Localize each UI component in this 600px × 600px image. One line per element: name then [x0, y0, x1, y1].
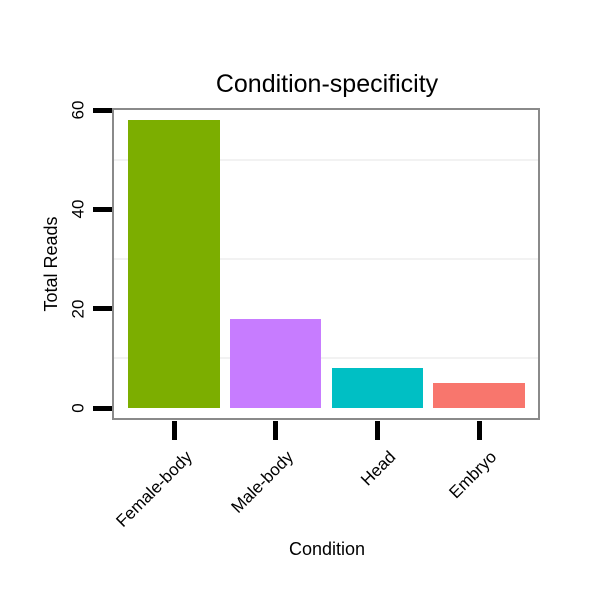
x-axis-title: Condition [288, 539, 366, 559]
minor-gridline [114, 357, 538, 360]
bar-female-body [128, 119, 220, 408]
y-tick-label: 60 [68, 100, 88, 120]
y-tick-label: 40 [68, 199, 88, 219]
y-axis-tick [93, 107, 112, 113]
x-tick-label: Male-body [227, 447, 298, 517]
y-axis-tick [93, 206, 112, 212]
bar-head [331, 368, 424, 408]
x-axis-tick [171, 421, 177, 440]
x-tick-label: Head [356, 447, 400, 490]
y-tick-label: 20 [68, 299, 88, 319]
bar-embryo [433, 383, 525, 408]
y-axis-tick [93, 405, 112, 411]
x-axis-tick [374, 421, 380, 440]
bar-male-body [229, 318, 322, 408]
x-axis-tick [476, 421, 482, 440]
y-axis-title: Total Reads [41, 216, 61, 312]
y-tick-label: 0 [68, 403, 88, 413]
minor-gridline [114, 158, 538, 161]
minor-gridline [114, 258, 538, 260]
x-axis-tick [273, 421, 279, 440]
chart-title: Condition-specificity [215, 70, 439, 98]
plot-panel [112, 108, 540, 420]
x-tick-label: Female-body [112, 447, 196, 531]
y-axis-tick [93, 306, 112, 312]
x-tick-label: Embryo [445, 447, 501, 503]
